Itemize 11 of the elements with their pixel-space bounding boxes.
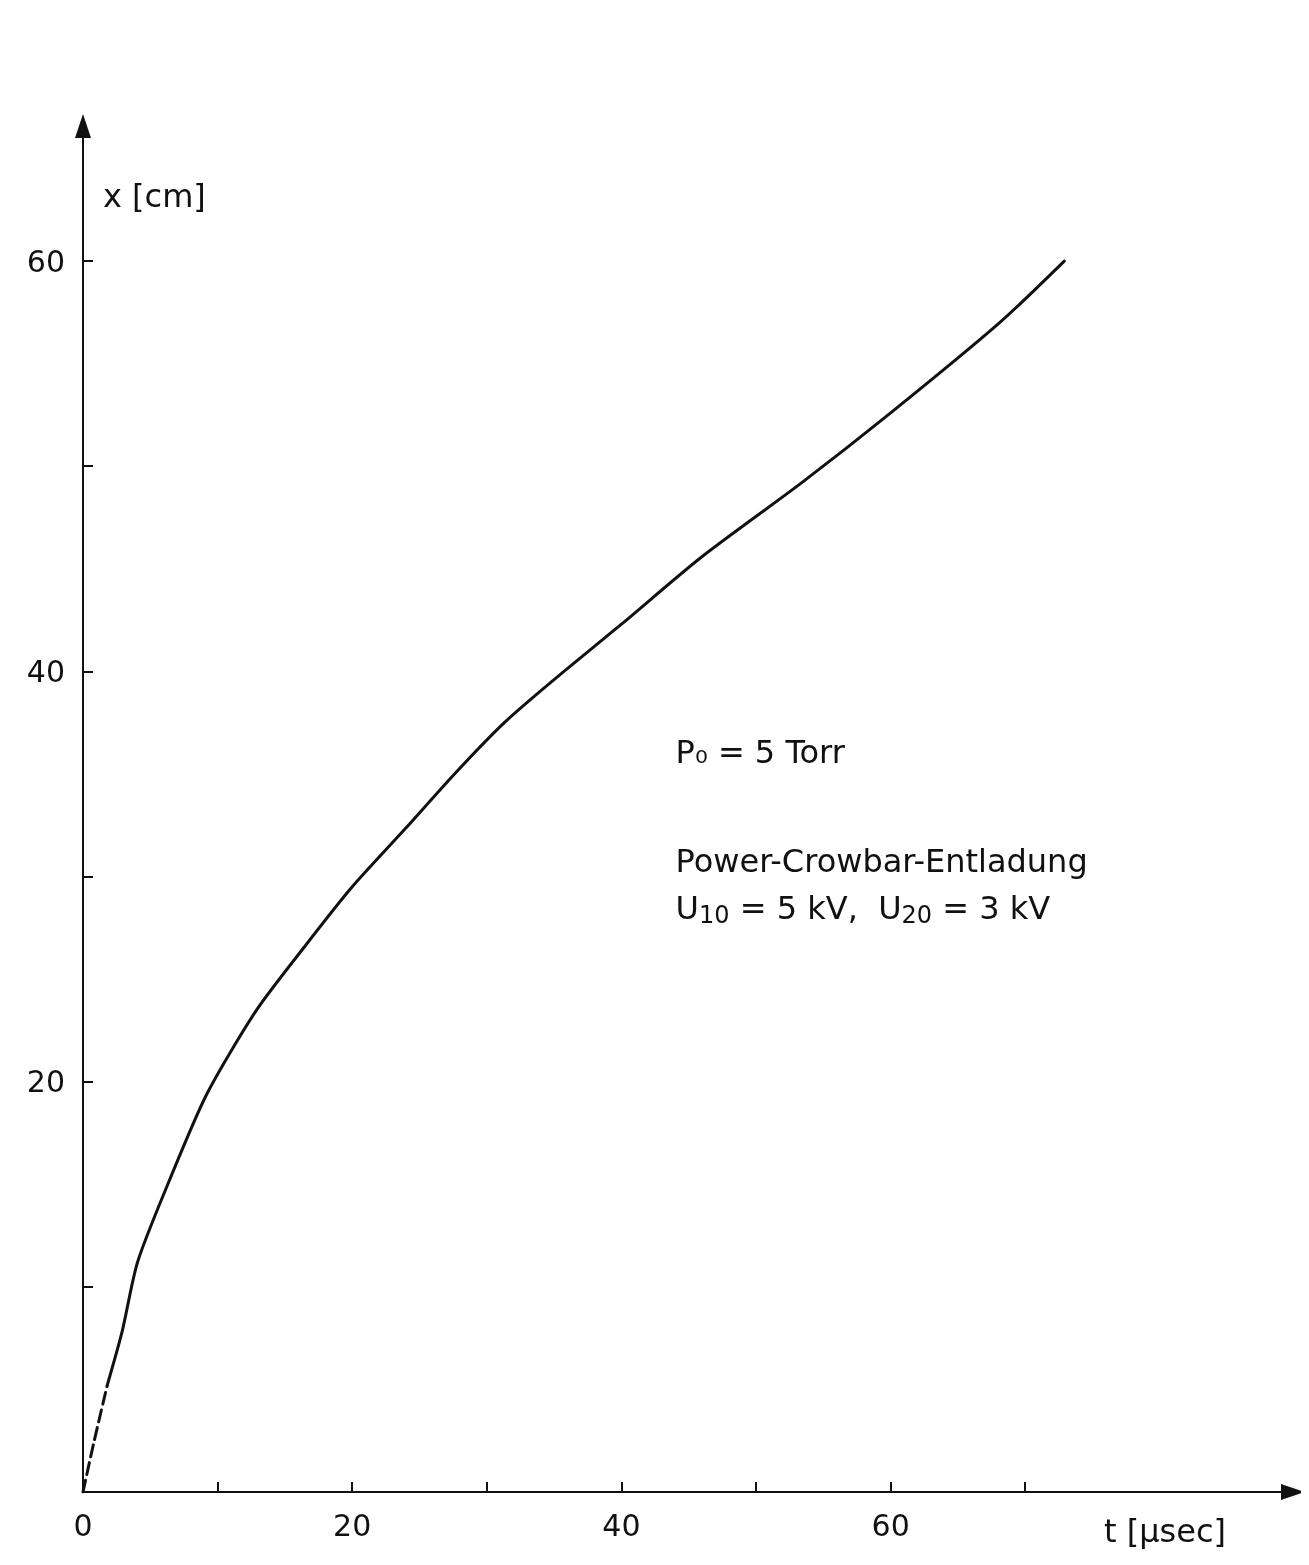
y-tick-label: 20 <box>26 1064 65 1100</box>
y-axis-title: x [cm] <box>103 177 206 215</box>
x-axis-title: t [μsec] <box>1104 1512 1226 1550</box>
x-tick-label: 60 <box>871 1507 910 1543</box>
x-tick-label: 0 <box>73 1507 93 1543</box>
annotation: Power-Crowbar-Entladung <box>675 842 1088 881</box>
y-tick-label: 60 <box>26 243 65 279</box>
annotation: P₀ = 5 Torr <box>675 732 846 771</box>
x-tick-label: 20 <box>333 1507 372 1543</box>
y-tick-label: 40 <box>26 653 65 689</box>
x-tick-label: 40 <box>602 1507 641 1543</box>
